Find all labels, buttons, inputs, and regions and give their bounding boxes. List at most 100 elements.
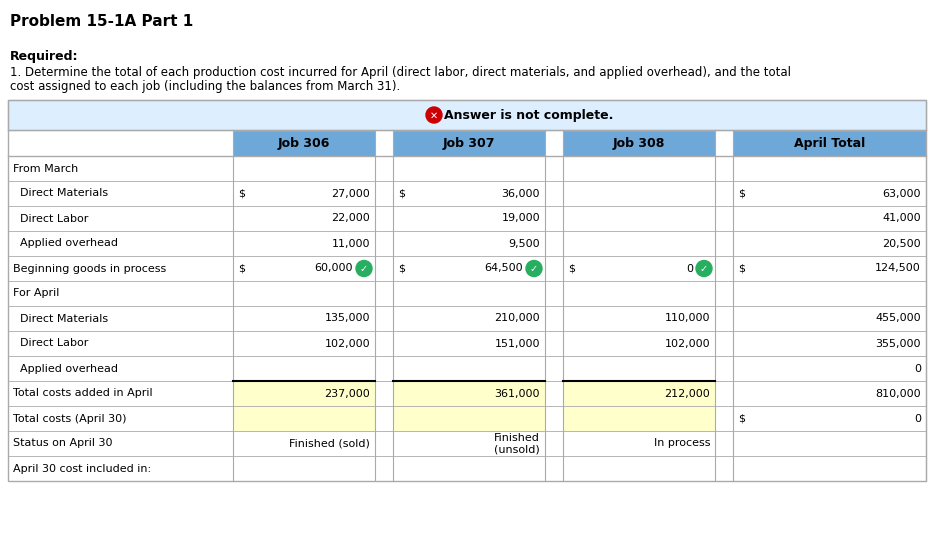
Text: In process: In process — [654, 438, 710, 448]
Bar — [563, 281, 715, 306]
Bar — [563, 256, 715, 281]
Bar — [233, 281, 375, 306]
Text: 110,000: 110,000 — [664, 313, 710, 323]
Text: 0: 0 — [914, 413, 921, 424]
Bar — [375, 406, 393, 431]
Bar — [733, 456, 926, 481]
Text: Direct Labor: Direct Labor — [13, 339, 89, 348]
Bar — [545, 431, 563, 456]
Text: Direct Materials: Direct Materials — [13, 188, 108, 199]
Text: 135,000: 135,000 — [324, 313, 370, 323]
Text: For April: For April — [13, 288, 60, 299]
Text: Applied overhead: Applied overhead — [13, 364, 118, 373]
Text: ✓: ✓ — [530, 264, 538, 274]
Bar — [375, 206, 393, 231]
Bar — [715, 231, 733, 256]
Bar — [375, 306, 393, 331]
Bar — [545, 130, 563, 156]
Text: Job 307: Job 307 — [443, 136, 495, 150]
Text: 11,000: 11,000 — [332, 239, 370, 248]
Bar — [733, 406, 926, 431]
Text: 124,500: 124,500 — [875, 264, 921, 274]
Text: Problem 15-1A Part 1: Problem 15-1A Part 1 — [10, 14, 193, 29]
Bar — [8, 256, 233, 281]
Bar — [8, 130, 233, 156]
Bar — [733, 306, 926, 331]
Circle shape — [696, 260, 712, 276]
Text: 20,500: 20,500 — [883, 239, 921, 248]
Text: ✕: ✕ — [430, 110, 438, 121]
Text: Finished
(unsold): Finished (unsold) — [494, 432, 540, 454]
Bar — [8, 231, 233, 256]
Circle shape — [526, 260, 542, 276]
Circle shape — [426, 107, 442, 123]
Bar — [393, 156, 545, 181]
Bar — [545, 356, 563, 381]
Bar — [545, 306, 563, 331]
Text: From March: From March — [13, 163, 78, 174]
Bar — [715, 130, 733, 156]
Text: ✓: ✓ — [700, 264, 708, 274]
Bar — [563, 456, 715, 481]
Text: 41,000: 41,000 — [883, 213, 921, 223]
Bar — [393, 181, 545, 206]
Bar — [233, 206, 375, 231]
Bar — [545, 181, 563, 206]
Bar — [715, 256, 733, 281]
Bar — [545, 331, 563, 356]
Bar — [233, 456, 375, 481]
Bar — [393, 130, 545, 156]
Text: 63,000: 63,000 — [883, 188, 921, 199]
Text: Answer is not complete.: Answer is not complete. — [444, 109, 614, 122]
Bar — [8, 100, 926, 130]
Text: 0: 0 — [686, 264, 693, 274]
Text: 151,000: 151,000 — [494, 339, 540, 348]
Text: 60,000: 60,000 — [315, 264, 353, 274]
Text: 27,000: 27,000 — [332, 188, 370, 199]
Text: Job 308: Job 308 — [613, 136, 665, 150]
Text: Beginning goods in process: Beginning goods in process — [13, 264, 166, 274]
Text: 361,000: 361,000 — [494, 389, 540, 399]
Bar — [563, 331, 715, 356]
Text: Direct Labor: Direct Labor — [13, 213, 89, 223]
Text: 22,000: 22,000 — [332, 213, 370, 223]
Bar — [545, 281, 563, 306]
Bar — [715, 181, 733, 206]
Bar — [233, 306, 375, 331]
Bar — [733, 281, 926, 306]
Bar — [233, 231, 375, 256]
Bar — [733, 231, 926, 256]
Bar — [563, 406, 715, 431]
Bar — [375, 356, 393, 381]
Text: Required:: Required: — [10, 50, 78, 63]
Bar — [375, 130, 393, 156]
Text: 102,000: 102,000 — [324, 339, 370, 348]
Bar — [563, 381, 715, 406]
Bar — [545, 456, 563, 481]
Text: $: $ — [238, 188, 245, 199]
Bar — [375, 431, 393, 456]
Bar — [233, 156, 375, 181]
Bar — [8, 181, 233, 206]
Bar — [733, 130, 926, 156]
Bar — [8, 456, 233, 481]
Bar — [393, 206, 545, 231]
Text: 64,500: 64,500 — [485, 264, 523, 274]
Text: 36,000: 36,000 — [502, 188, 540, 199]
Bar — [733, 156, 926, 181]
Bar — [8, 156, 233, 181]
Bar — [545, 381, 563, 406]
Text: 0: 0 — [914, 364, 921, 373]
Bar — [563, 130, 715, 156]
Bar — [375, 156, 393, 181]
Text: Status on April 30: Status on April 30 — [13, 438, 112, 448]
Bar — [715, 406, 733, 431]
Bar — [715, 156, 733, 181]
Bar — [393, 231, 545, 256]
Text: April Total: April Total — [794, 136, 865, 150]
Bar — [715, 356, 733, 381]
Bar — [233, 406, 375, 431]
Bar — [715, 431, 733, 456]
Bar — [545, 406, 563, 431]
Text: 810,000: 810,000 — [875, 389, 921, 399]
